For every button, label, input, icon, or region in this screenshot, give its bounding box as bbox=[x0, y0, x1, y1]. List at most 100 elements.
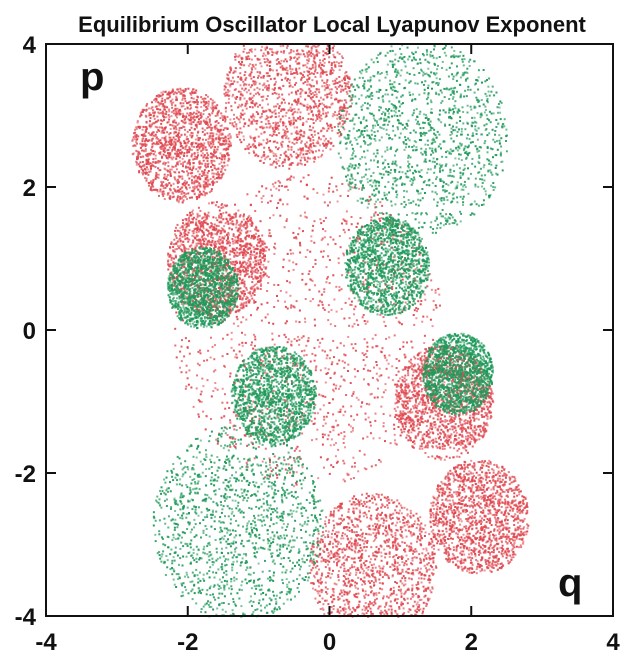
scatter-point bbox=[401, 278, 404, 281]
scatter-point bbox=[244, 273, 247, 276]
scatter-point bbox=[355, 319, 358, 322]
scatter-point bbox=[236, 415, 239, 417]
scatter-point bbox=[253, 284, 256, 287]
scatter-point bbox=[323, 64, 325, 67]
scatter-point bbox=[239, 426, 241, 429]
scatter-point bbox=[295, 300, 298, 303]
scatter-point bbox=[423, 362, 426, 365]
scatter-point bbox=[170, 254, 173, 257]
scatter-point bbox=[213, 358, 216, 361]
scatter-point bbox=[268, 126, 271, 129]
scatter-point bbox=[206, 234, 209, 237]
scatter-point bbox=[323, 61, 326, 64]
scatter-point bbox=[174, 256, 177, 259]
scatter-point bbox=[319, 299, 322, 302]
scatter-point bbox=[274, 112, 277, 115]
scatter-point bbox=[460, 430, 463, 433]
scatter-point bbox=[327, 127, 330, 130]
scatter-point bbox=[254, 63, 257, 66]
scatter-point bbox=[300, 91, 303, 94]
scatter-point bbox=[269, 360, 271, 363]
scatter-point bbox=[397, 380, 400, 383]
scatter-point bbox=[284, 101, 286, 104]
scatter-point bbox=[482, 425, 485, 428]
scatter-point bbox=[407, 374, 410, 377]
scatter-point bbox=[256, 306, 259, 309]
scatter-point bbox=[230, 217, 233, 220]
scatter-point bbox=[317, 142, 320, 145]
scatter-point bbox=[273, 253, 276, 255]
scatter-point bbox=[249, 73, 252, 76]
scatter-point bbox=[478, 434, 481, 437]
scatter-point bbox=[407, 415, 410, 418]
scatter-point bbox=[391, 365, 394, 368]
scatter-point bbox=[348, 113, 351, 116]
scatter-point bbox=[374, 419, 377, 422]
scatter-point bbox=[245, 273, 248, 276]
scatter-point bbox=[313, 318, 316, 321]
scatter-point bbox=[282, 85, 285, 87]
scatter-point bbox=[285, 399, 288, 402]
scatter-point bbox=[306, 55, 309, 58]
scatter-point bbox=[355, 226, 358, 228]
scatter-point bbox=[223, 256, 226, 259]
scatter-point bbox=[211, 202, 213, 205]
scatter-point bbox=[423, 441, 425, 444]
scatter-point bbox=[313, 241, 316, 244]
scatter-point bbox=[482, 428, 485, 431]
scatter-point bbox=[238, 104, 241, 107]
scatter-point bbox=[244, 395, 247, 398]
scatter-point bbox=[260, 115, 263, 118]
scatter-point bbox=[337, 123, 340, 125]
scatter-point bbox=[328, 88, 331, 91]
scatter-point bbox=[466, 440, 469, 443]
scatter-point bbox=[226, 401, 229, 404]
scatter-point bbox=[224, 222, 227, 225]
scatter-point bbox=[254, 335, 257, 338]
scatter-point bbox=[468, 431, 471, 434]
scatter-point bbox=[331, 115, 334, 118]
scatter-point bbox=[487, 386, 490, 389]
scatter-point bbox=[413, 364, 416, 367]
scatter-point bbox=[229, 122, 232, 125]
scatter-point bbox=[274, 467, 277, 469]
scatter-point bbox=[305, 141, 308, 144]
scatter-point bbox=[302, 153, 305, 156]
scatter-point bbox=[341, 183, 344, 185]
scatter-point bbox=[308, 53, 311, 56]
scatter-point bbox=[219, 232, 222, 235]
scatter-point bbox=[285, 60, 288, 63]
scatter-point bbox=[367, 416, 370, 419]
scatter-point bbox=[446, 365, 449, 368]
scatter-point bbox=[299, 243, 301, 246]
scatter-point bbox=[303, 412, 305, 415]
scatter-point bbox=[229, 437, 232, 440]
scatter-point bbox=[242, 44, 245, 47]
scatter-point bbox=[309, 360, 312, 363]
scatter-point bbox=[184, 387, 187, 390]
scatter-point bbox=[270, 194, 273, 197]
scatter-point bbox=[230, 331, 233, 334]
scatter-point bbox=[245, 298, 248, 300]
scatter-point bbox=[424, 388, 426, 391]
scatter-point bbox=[197, 230, 200, 233]
scatter-point bbox=[299, 153, 302, 156]
scatter-point bbox=[283, 459, 286, 462]
scatter-point bbox=[240, 264, 243, 266]
scatter-point bbox=[431, 455, 434, 458]
scatter-point bbox=[406, 341, 408, 344]
scatter-point bbox=[244, 246, 247, 249]
scatter-point bbox=[205, 245, 208, 248]
scatter-point bbox=[325, 266, 328, 269]
scatter-point bbox=[332, 383, 335, 386]
scatter-point bbox=[228, 90, 231, 93]
scatter-point bbox=[251, 102, 254, 104]
scatter-point bbox=[326, 354, 329, 357]
scatter-point bbox=[172, 280, 175, 283]
scatter-point bbox=[229, 276, 231, 279]
scatter-point bbox=[234, 241, 237, 244]
scatter-point bbox=[188, 216, 190, 219]
scatter-point bbox=[424, 407, 427, 410]
scatter-point bbox=[423, 439, 426, 442]
scatter-point bbox=[247, 259, 250, 262]
